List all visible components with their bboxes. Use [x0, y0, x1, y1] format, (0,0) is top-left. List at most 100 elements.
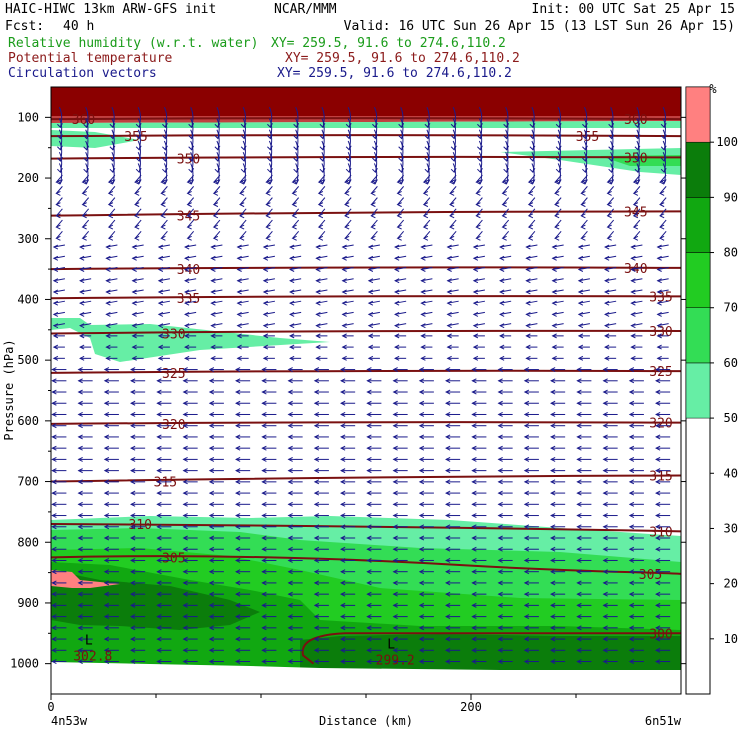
circulation-vector-head: [628, 524, 635, 530]
circulation-vector-head: [659, 213, 665, 219]
circulation-vector-head: [131, 333, 137, 339]
circulation-vector-head: [602, 569, 608, 575]
circulation-vector-head: [340, 558, 346, 563]
circulation-vector-head: [602, 524, 608, 530]
circulation-vector-head: [628, 501, 635, 507]
circulation-vector-head: [212, 213, 219, 219]
rh-region: [51, 130, 140, 148]
circulation-vector-head: [317, 179, 324, 185]
circulation-vector-head: [134, 224, 140, 230]
circulation-vector-head: [367, 300, 374, 306]
circulation-vector-head: [550, 535, 556, 541]
circulation-vector-head: [51, 580, 57, 586]
circulation-vector: [371, 219, 378, 228]
circulation-vector: [185, 323, 197, 327]
circulation-vector-head: [81, 202, 87, 208]
circulation-vector-head: [77, 490, 83, 496]
circulation-vector-head: [77, 546, 83, 552]
circulation-vector-head: [418, 434, 425, 440]
circulation-vector-head: [208, 468, 215, 474]
circulation-vector-head: [235, 456, 241, 462]
colorbar-tick-label: 70: [724, 301, 738, 315]
circulation-vector-head: [497, 434, 503, 440]
circulation-vector: [158, 244, 170, 248]
circulation-vector-head: [576, 580, 582, 586]
circulation-vector-head: [313, 513, 320, 518]
circulation-vector-head: [130, 434, 136, 440]
circulation-vector-head: [471, 468, 477, 474]
circulation-vector-head: [394, 289, 400, 295]
circulation-vector-head: [79, 300, 85, 306]
y-tick-label: 500: [17, 353, 39, 367]
circulation-vector-head: [630, 278, 636, 284]
circulation-vector-head: [422, 213, 429, 219]
circulation-vector: [292, 208, 300, 217]
circulation-vector: [502, 186, 510, 194]
circulation-vector: [657, 311, 669, 315]
circulation-vector-head: [287, 602, 293, 608]
circulation-vector-head: [394, 333, 400, 339]
circulation-vector-head: [471, 501, 477, 507]
circulation-vector-head: [239, 190, 245, 196]
circulation-vector: [368, 278, 380, 282]
circulation-vector-head: [501, 179, 507, 185]
circulation-vector-head: [236, 255, 242, 261]
circulation-vector-head: [182, 400, 188, 406]
circulation-vector-head: [291, 190, 297, 196]
circulation-vector-head: [655, 513, 661, 518]
circulation-vector-head: [602, 445, 608, 451]
circulation-vector: [397, 197, 405, 205]
circulation-vector-head: [55, 213, 61, 219]
circulation-vector-head: [77, 513, 83, 518]
circulation-vector-head: [655, 558, 661, 563]
circulation-vector-head: [340, 367, 346, 373]
circulation-vector: [263, 244, 275, 248]
circulation-vector: [266, 174, 273, 183]
circulation-vector-head: [366, 389, 372, 395]
rh-field-label: Relative humidity (w.r.t. water): [8, 36, 258, 51]
circulation-vector: [185, 244, 197, 248]
circulation-vector-head: [655, 501, 661, 507]
theta-field-label: Potential temperature: [8, 51, 173, 66]
circulation-vector-head: [291, 224, 297, 230]
theta-contour-345: [50, 210, 682, 217]
circulation-vector-head: [156, 367, 162, 373]
circulation-vector-head: [497, 378, 503, 384]
circulation-vector-head: [497, 479, 503, 485]
circulation-vector-head: [602, 558, 608, 563]
circulation-vector: [423, 219, 431, 228]
circulation-vector-head: [418, 389, 425, 395]
circulation-vector-head: [523, 445, 530, 451]
circulation-vector-head: [550, 479, 556, 485]
circulation-vector-head: [235, 558, 241, 563]
circulation-vector: [607, 197, 615, 205]
y-tick-label: 800: [17, 535, 39, 549]
circulation-vector: [526, 300, 538, 304]
circulation-vector-head: [235, 479, 241, 485]
circulation-vector-head: [628, 479, 635, 485]
circulation-vector: [552, 267, 564, 270]
circulation-vector: [161, 186, 168, 194]
circulation-vector: [578, 255, 590, 259]
circulation-vector-head: [182, 625, 188, 631]
circulation-vector-head: [313, 602, 320, 608]
circulation-vector-head: [394, 267, 400, 272]
circulation-vector: [447, 244, 459, 248]
circulation-vector-head: [315, 244, 321, 250]
circulation-vector: [132, 323, 144, 327]
circulation-vector-head: [52, 255, 59, 261]
circulation-vector-head: [628, 659, 635, 664]
circulation-vector-head: [130, 636, 136, 642]
circulation-vector-head: [472, 289, 479, 295]
circulation-vector-head: [628, 558, 635, 563]
circulation-vector-head: [449, 190, 455, 196]
organization-label: NCAR/MMM: [274, 2, 337, 17]
circulation-vector-head: [367, 344, 374, 350]
circulation-vector: [108, 208, 116, 217]
circulation-vector: [213, 186, 221, 194]
circulation-vector-head: [446, 300, 452, 306]
circulation-vector-head: [208, 501, 215, 507]
circulation-vector: [158, 300, 170, 304]
circulation-vector-head: [340, 591, 346, 597]
circulation-vector-head: [630, 311, 636, 317]
